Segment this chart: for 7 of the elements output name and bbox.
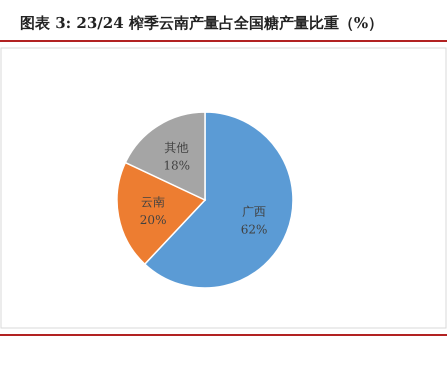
category-label: 广西 [242,204,266,218]
data-label: 62% [240,222,268,236]
category-label: 其他 [164,140,189,154]
category-label: 云南 [141,194,166,209]
data-label: 18% [163,158,190,172]
title: 图表 3: 23/24 榨季云南产量占全国糖产量比重（%） [20,14,384,32]
data-label: 20% [140,212,166,227]
